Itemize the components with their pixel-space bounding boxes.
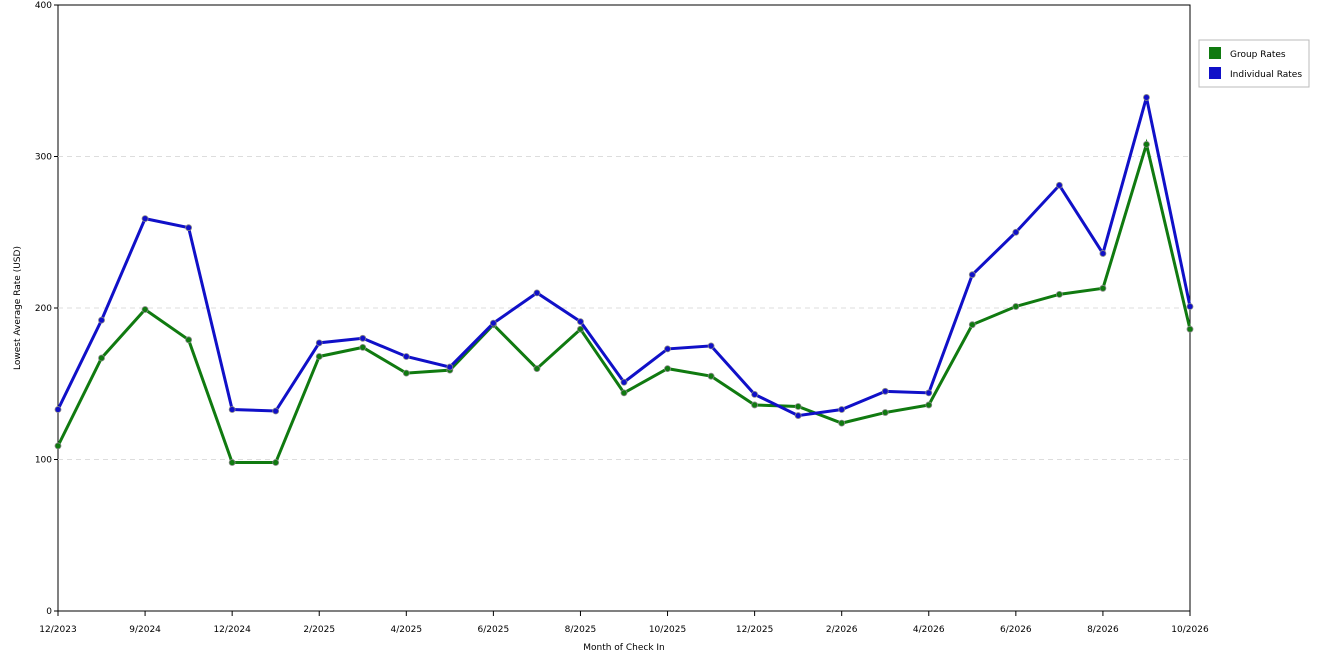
data-point (968, 321, 976, 329)
x-tick-label: 10/2025 (649, 625, 686, 635)
data-point (402, 369, 410, 377)
data-point (751, 401, 759, 409)
data-point (1186, 325, 1194, 333)
data-point (359, 334, 367, 342)
data-point (1186, 303, 1194, 310)
data-point (1099, 250, 1107, 257)
x-tick-label: 8/2026 (1087, 625, 1119, 635)
series-line (56, 97, 1192, 418)
x-tick-label: 12/2024 (213, 625, 251, 635)
data-point (1143, 94, 1150, 101)
data-point (272, 407, 280, 415)
data-point (402, 353, 410, 360)
legend-swatch (1209, 67, 1221, 79)
data-point (925, 389, 933, 397)
y-tick-label: 200 (35, 304, 52, 314)
data-point (54, 442, 62, 450)
data-point (707, 342, 715, 350)
data-point (141, 306, 149, 313)
x-tick-label: 6/2025 (478, 625, 510, 635)
x-axis-label: Month of Check In (583, 643, 665, 653)
data-point (838, 406, 846, 413)
data-point (1012, 303, 1020, 310)
x-tick-label: 10/2026 (1171, 625, 1209, 635)
y-tick-label: 0 (46, 607, 52, 617)
data-point (968, 271, 976, 279)
plot-frame (57, 4, 1191, 612)
y-tick-label: 400 (35, 1, 52, 11)
data-point (1143, 140, 1150, 148)
x-tick-label: 6/2026 (1000, 625, 1032, 635)
x-tick-label: 8/2025 (565, 625, 597, 635)
x-tick-label: 4/2025 (390, 625, 422, 635)
data-point (446, 363, 454, 371)
data-point (751, 390, 759, 398)
x-tick-label: 2/2025 (303, 625, 335, 635)
data-point (794, 403, 802, 410)
data-point (185, 224, 193, 232)
data-point (228, 459, 236, 466)
data-point (185, 336, 193, 344)
y-tick-label: 100 (35, 456, 52, 466)
data-point (577, 318, 584, 326)
y-tick-label: 300 (35, 153, 52, 163)
data-point (664, 345, 671, 353)
data-point (794, 412, 802, 419)
data-point (1099, 284, 1107, 292)
data-point (707, 372, 715, 380)
data-point (489, 319, 497, 327)
data-point (881, 387, 889, 395)
legend-label: Individual Rates (1230, 70, 1302, 80)
data-point (315, 353, 323, 360)
x-tick-label: 2/2026 (826, 625, 858, 635)
data-point (98, 354, 105, 362)
data-point (315, 339, 323, 347)
data-point (1055, 290, 1063, 298)
data-point (1012, 228, 1020, 236)
legend-swatch (1209, 47, 1221, 59)
data-point (838, 419, 846, 427)
x-tick-label: 12/2025 (736, 625, 773, 635)
series-line (56, 138, 1192, 465)
x-tick-label: 4/2026 (913, 625, 945, 635)
x-tick-label: 12/2023 (39, 625, 76, 635)
data-point (533, 289, 541, 297)
data-point (533, 365, 541, 373)
data-point (228, 406, 236, 413)
legend-label: Group Rates (1230, 50, 1286, 60)
data-point (620, 389, 628, 397)
data-point (620, 378, 628, 386)
data-point (881, 409, 889, 416)
data-point (577, 325, 584, 333)
data-point (272, 459, 280, 466)
data-point (925, 401, 933, 409)
data-point (1055, 181, 1063, 189)
x-tick-label: 9/2024 (129, 625, 161, 635)
data-point (664, 365, 671, 373)
data-point (54, 406, 62, 413)
data-point (359, 343, 367, 351)
data-point (98, 316, 105, 324)
data-point (141, 215, 149, 223)
y-axis-label: Lowest Average Rate (USD) (13, 246, 23, 370)
